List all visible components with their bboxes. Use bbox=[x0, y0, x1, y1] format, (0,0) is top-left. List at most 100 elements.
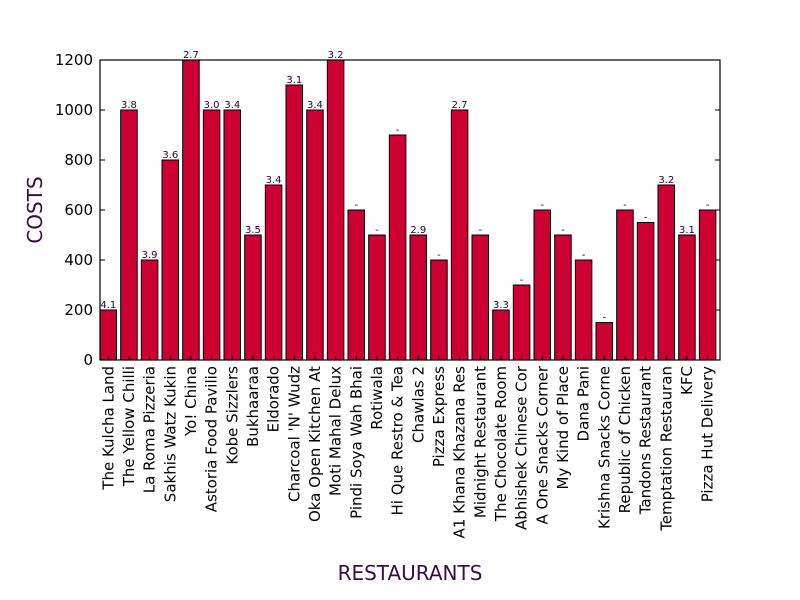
bar-label-9: 3.1 bbox=[286, 75, 302, 86]
bar-label-10: 3.4 bbox=[307, 100, 323, 111]
bar-1 bbox=[120, 109, 138, 361]
x-tick-label-7: Bukhaaraa bbox=[244, 366, 262, 447]
y-tick-label-2: 400 bbox=[64, 251, 93, 269]
bar-15 bbox=[409, 234, 428, 361]
x-tick-label-0: The Kulcha Land bbox=[99, 366, 117, 491]
bar-8 bbox=[264, 184, 283, 361]
y-axis-title: COSTS bbox=[23, 176, 47, 243]
bar-19 bbox=[492, 309, 510, 361]
bar-0 bbox=[99, 309, 118, 361]
bar-3 bbox=[161, 159, 180, 361]
bar-label-28: 3.1 bbox=[679, 225, 695, 236]
x-tick-label-6: Kobe Sizzlers bbox=[223, 366, 241, 465]
bar-21 bbox=[533, 209, 552, 361]
bar-11 bbox=[326, 59, 345, 361]
bar-9 bbox=[285, 84, 304, 361]
bar-22 bbox=[554, 234, 572, 361]
bar-label-21: - bbox=[540, 200, 544, 211]
x-axis-title: RESTAURANTS bbox=[338, 561, 483, 585]
x-tick-label-21: A One Snacks Corner bbox=[533, 365, 551, 524]
bar-label-14: - bbox=[396, 125, 400, 136]
x-tick-label-9: Charcoal 'N' Wudz bbox=[285, 366, 303, 502]
x-tick-label-2: La Roma Pizzeria bbox=[141, 366, 159, 493]
bar-label-19: 3.3 bbox=[493, 300, 509, 311]
bar-labels-layer: 4.1 3.8 3.9 3.6 2.7 3.0 3.4 3.5 3.4 3.1 3.4 3.2 - - - 2… bbox=[100, 50, 709, 324]
bar-18 bbox=[471, 234, 490, 361]
bar-4 bbox=[182, 59, 200, 361]
x-tick-label-28: KFC bbox=[678, 366, 696, 395]
bar-label-29: - bbox=[706, 200, 710, 211]
bar-24 bbox=[595, 322, 614, 361]
bar-label-8: 3.4 bbox=[266, 175, 282, 186]
bar-label-16: - bbox=[437, 250, 441, 261]
y-tick-label-0: 0 bbox=[83, 351, 93, 369]
x-tick-label-13: Rotiwala bbox=[368, 366, 386, 430]
bar-label-2: 3.9 bbox=[142, 250, 158, 261]
bar-label-22: - bbox=[561, 225, 565, 236]
bar-27 bbox=[657, 184, 676, 361]
x-tick-label-26: Tandons Restaurant bbox=[637, 366, 655, 515]
bar-label-0: 4.1 bbox=[100, 300, 116, 311]
bar-16 bbox=[430, 259, 448, 361]
ticks-layer: The Kulcha Land The Yellow Chilli La Roma … bbox=[55, 51, 720, 538]
y-tick-label-5: 1000 bbox=[55, 101, 93, 119]
bar-label-27: 3.2 bbox=[658, 175, 674, 186]
bar-25 bbox=[616, 209, 634, 361]
bar-26 bbox=[636, 222, 655, 361]
x-tick-label-8: Eldorado bbox=[265, 366, 283, 432]
bar-label-23: - bbox=[582, 250, 586, 261]
x-tick-label-3: Sakhis Watz Kukin bbox=[161, 366, 179, 502]
bar-7 bbox=[244, 234, 262, 361]
bar-label-13: - bbox=[375, 225, 379, 236]
bar-13 bbox=[368, 234, 386, 361]
x-tick-label-5: Astoria Food Pavilio bbox=[203, 366, 221, 512]
bar-23 bbox=[574, 259, 593, 361]
bar-label-4: 2.7 bbox=[183, 50, 199, 61]
x-tick-label-24: Krishna Snacks Corne bbox=[595, 366, 613, 529]
bars-layer bbox=[99, 59, 717, 361]
bar-label-18: - bbox=[478, 225, 482, 236]
bar-5 bbox=[202, 109, 221, 361]
bar-label-20: - bbox=[520, 275, 524, 286]
bar-label-25: - bbox=[623, 200, 627, 211]
bar-17 bbox=[450, 109, 469, 361]
y-tick-label-1: 200 bbox=[64, 301, 93, 319]
x-tick-label-15: Chawlas 2 bbox=[409, 366, 427, 443]
x-tick-label-25: Republic of Chicken bbox=[616, 366, 634, 513]
bar-label-1: 3.8 bbox=[121, 100, 137, 111]
bar-label-24: - bbox=[602, 313, 606, 324]
bar-label-17: 2.7 bbox=[452, 100, 468, 111]
bar-20 bbox=[512, 284, 531, 361]
bar-29 bbox=[698, 209, 717, 361]
x-tick-label-14: Hi Que Restro & Tea bbox=[389, 366, 407, 515]
x-tick-label-1: The Yellow Chilli bbox=[120, 366, 138, 487]
bar-label-15: 2.9 bbox=[410, 225, 426, 236]
x-tick-label-27: Temptation Restauran bbox=[657, 366, 675, 532]
plot-frame bbox=[99, 59, 721, 361]
bar-label-11: 3.2 bbox=[328, 50, 344, 61]
x-tick-label-22: My Kind of Place bbox=[554, 366, 572, 490]
y-tick-label-3: 600 bbox=[64, 201, 93, 219]
bar-14 bbox=[388, 134, 407, 361]
x-tick-label-29: Pizza Hut Delivery bbox=[699, 366, 717, 502]
x-tick-label-19: The Chocolate Room bbox=[492, 366, 510, 522]
x-tick-label-17: A1 Khana Khazana Res bbox=[451, 366, 469, 539]
bar-12 bbox=[347, 209, 366, 361]
y-tick-label-6: 1200 bbox=[55, 51, 93, 69]
bar-label-12: - bbox=[354, 200, 358, 211]
x-tick-label-18: Midnight Restaurant bbox=[471, 366, 489, 518]
x-tick-label-10: Oka Open Kitchen At bbox=[306, 366, 324, 522]
x-tick-label-16: Pizza Express bbox=[430, 366, 448, 467]
bar-6 bbox=[223, 109, 242, 361]
bar-label-26: - bbox=[644, 213, 648, 224]
y-tick-label-4: 800 bbox=[64, 151, 93, 169]
bar-label-3: 3.6 bbox=[162, 150, 178, 161]
bar-28 bbox=[678, 234, 696, 361]
bar-2 bbox=[140, 259, 159, 361]
bar-10 bbox=[306, 109, 324, 361]
x-tick-label-11: Moti Mahal Delux bbox=[327, 366, 345, 496]
bar-label-6: 3.4 bbox=[224, 100, 240, 111]
bar-label-7: 3.5 bbox=[245, 225, 261, 236]
